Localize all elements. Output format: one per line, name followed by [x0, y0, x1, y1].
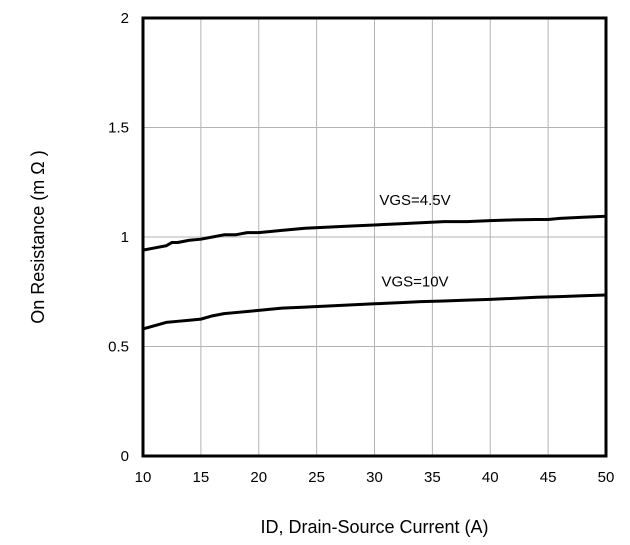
- series-annotation-2: VGS=10V: [381, 273, 448, 290]
- plot-frame: [141, 16, 608, 458]
- series-line-1: [142, 214, 607, 252]
- x-tick-label: 15: [193, 469, 210, 486]
- x-axis-title: ID, Drain-Source Current (A): [260, 517, 488, 537]
- grid-lines: [143, 18, 606, 456]
- x-tick-label: 35: [424, 469, 441, 486]
- data-series: [142, 214, 607, 331]
- x-tick-label: 50: [598, 469, 615, 486]
- series-line-2: [142, 293, 607, 331]
- x-tick-label: 20: [250, 469, 267, 486]
- y-tick-label: 1: [121, 229, 129, 246]
- y-axis-title: On Resistance (m Ω ): [28, 150, 48, 324]
- tick-labels: 10 15 20 25 30 35 40 45 50 0 0.5 1 1.5 2: [108, 10, 614, 486]
- x-tick-label: 40: [482, 469, 499, 486]
- x-tick-label: 30: [366, 469, 383, 486]
- annotations: VGS=4.5V VGS=10V: [379, 192, 450, 290]
- x-tick-label: 10: [135, 469, 152, 486]
- y-tick-label: 0.5: [108, 339, 129, 356]
- x-tick-label: 45: [540, 469, 557, 486]
- x-tick-label: 25: [308, 469, 325, 486]
- y-tick-label: 1.5: [108, 120, 129, 137]
- series-annotation-1: VGS=4.5V: [379, 192, 450, 209]
- y-tick-label: 0: [121, 448, 129, 465]
- y-tick-label: 2: [121, 10, 129, 27]
